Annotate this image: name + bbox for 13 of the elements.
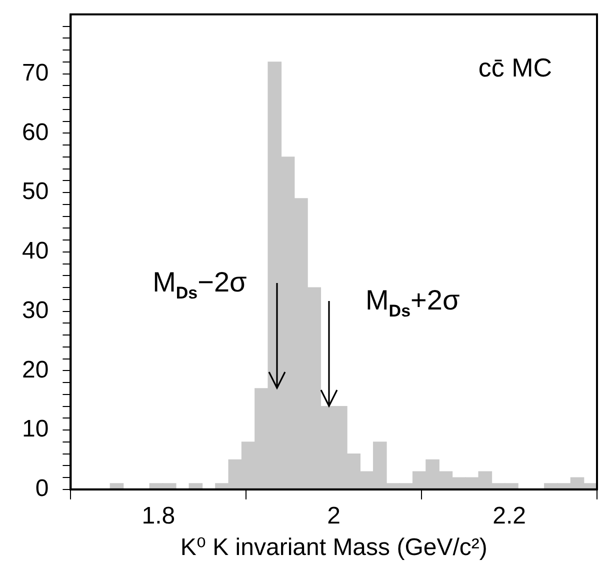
x-tick-label: 2 (327, 502, 341, 530)
y-tick-label: 10 (22, 416, 49, 443)
x-tick-label: 1.8 (142, 502, 176, 530)
y-tick-label: 60 (22, 118, 49, 146)
y-tick-label: 70 (22, 59, 49, 86)
y-tick-label: 30 (22, 296, 49, 324)
x-tick-label: 2.2 (492, 502, 526, 530)
y-tick-label: 40 (22, 238, 49, 265)
annotation: cc̄ MC (478, 52, 552, 82)
y-tick-label: 50 (22, 178, 49, 206)
y-tick-label: 20 (22, 356, 49, 384)
y-tick-label: 0 (35, 475, 49, 502)
x-axis-title: K⁰ K invariant Mass (GeV/c²) (180, 534, 488, 562)
